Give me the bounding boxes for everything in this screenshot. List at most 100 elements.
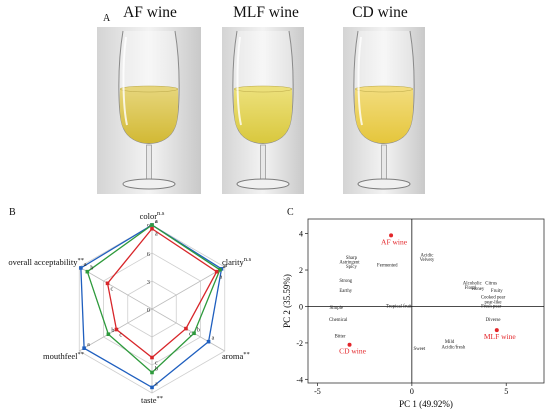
glass-base <box>236 178 290 190</box>
attribute-label: Simple <box>330 306 344 311</box>
wine-liquid <box>354 89 414 144</box>
sample-point <box>347 342 352 347</box>
radar-spoke <box>151 308 225 352</box>
attribute-label: Spicy <box>346 265 358 270</box>
x-tick-label: 5 <box>504 387 508 396</box>
radar-ring-label: 6 <box>147 251 151 258</box>
af-wine-title: AF wine <box>123 4 177 21</box>
radar-axis-label: mouthfeel** <box>43 351 84 361</box>
radar-point <box>184 326 188 331</box>
y-tick-label: -2 <box>296 339 303 348</box>
radar-ring-label: 0 <box>147 307 150 314</box>
radar-point <box>79 266 83 270</box>
attribute-label: Mild <box>445 340 455 345</box>
attribute-label: Fresh pear <box>481 304 502 309</box>
glass-stem <box>260 144 266 182</box>
y-axis-label: PC 2 (35.59%) <box>282 274 292 328</box>
radar-point-label: c <box>111 286 114 292</box>
attribute-label: Sweet <box>414 347 426 352</box>
attribute-label: Tropical fruit <box>386 304 412 309</box>
cd-wine-title: CD wine <box>352 4 408 21</box>
radar-point <box>214 269 219 274</box>
af-wine-photo <box>97 27 201 194</box>
sample-label: CD wine <box>339 347 367 356</box>
attribute-label: Chemical <box>329 318 348 323</box>
radar-point-label: b <box>155 366 158 372</box>
attribute-label: Acidic <box>421 253 434 258</box>
radar-axis-label: colorn.s <box>140 210 165 221</box>
wine-liquid <box>233 89 293 144</box>
radar-point-label: a <box>87 342 90 348</box>
attribute-label: Diverse <box>486 318 501 323</box>
radar-point <box>114 327 119 332</box>
plot-frame <box>307 218 545 384</box>
attribute-label: Fruity <box>491 289 503 294</box>
attribute-label: Alcoholic <box>463 282 482 287</box>
x-axis-label: PC 1 (49.92%) <box>399 399 453 409</box>
radar-point <box>192 331 196 336</box>
radar-point-label: a <box>155 219 158 225</box>
radar-point <box>150 385 154 390</box>
attribute-label: Bitter <box>335 334 346 339</box>
glass-highlight <box>357 36 363 126</box>
radar-point <box>150 223 154 227</box>
wine-surface <box>233 85 293 93</box>
radar-point <box>150 355 154 360</box>
wine-surface <box>354 85 414 93</box>
glass-base <box>122 178 176 190</box>
radar-point-label: a <box>155 381 158 387</box>
radar-axis-label: clarityn.s <box>222 256 252 267</box>
radar-axis-label: aroma** <box>222 351 250 361</box>
mlf-wine-photo <box>222 27 304 194</box>
y-tick-label: 2 <box>299 266 303 275</box>
y-tick-label: 0 <box>299 302 303 311</box>
wine-liquid <box>119 89 179 144</box>
radar-point-label: b <box>111 328 114 334</box>
radar-point <box>150 226 154 231</box>
radar-point <box>106 332 111 336</box>
sample-label: MLF wine <box>484 332 517 341</box>
mlf-wine-title: MLF wine <box>233 4 299 21</box>
radar-point <box>85 269 90 274</box>
radar-point-label: a <box>155 219 158 225</box>
radar-point-label: c <box>189 332 192 338</box>
pca-biplot: -5 0 5 -4 -2 0 2 4 PC 1 (49.92%) PC 2 (35.59%) Sha… <box>282 218 545 409</box>
glass-base <box>357 178 411 190</box>
radar-axis-label: overall acceptability** <box>8 257 84 267</box>
radar-chart: 0369aaaaaaaabbbbaacccccolorn.sclarityn.s… <box>8 210 252 405</box>
attribute-label: Citrus <box>485 282 497 287</box>
attribute-label: Honey <box>472 287 485 292</box>
x-tick-label: 0 <box>410 387 414 396</box>
attribute-label: Cooked pear <box>481 295 506 300</box>
radar-series-1 <box>86 224 221 374</box>
radar-point <box>150 370 154 375</box>
sample-point <box>389 233 394 238</box>
radar-point-label: a <box>212 336 215 342</box>
radar-point <box>218 268 222 272</box>
attribute-label: Astringent <box>339 261 360 266</box>
attribute-label: pear-like <box>485 301 502 306</box>
attribute-label: Sharp <box>346 256 358 261</box>
panel-c-letter: C <box>287 207 294 218</box>
radar-point <box>206 339 211 344</box>
radar-spoke <box>79 266 153 310</box>
radar-point-label: a <box>84 262 87 268</box>
glass-highlight <box>122 36 128 126</box>
panel-b-letter: B <box>9 207 16 218</box>
glass-highlight <box>236 36 242 126</box>
radar-point-label: b <box>197 327 200 333</box>
y-tick-label: -4 <box>296 375 303 384</box>
attribute-label: Strong <box>339 279 352 284</box>
panel-a-letter: A <box>103 13 111 24</box>
radar-ring-label: 3 <box>147 279 150 286</box>
glass-stem <box>146 144 152 182</box>
radar-point <box>82 346 86 350</box>
cd-wine-photo <box>343 27 425 194</box>
radar-point-label: c <box>155 361 158 367</box>
x-tick-label: -5 <box>314 387 321 396</box>
attribute-label: Earthy <box>339 289 352 294</box>
radar-point-label: a <box>225 263 228 269</box>
sample-point <box>494 328 499 333</box>
attribute-label: Fermented <box>377 263 398 268</box>
radar-point-label: c <box>119 333 122 339</box>
